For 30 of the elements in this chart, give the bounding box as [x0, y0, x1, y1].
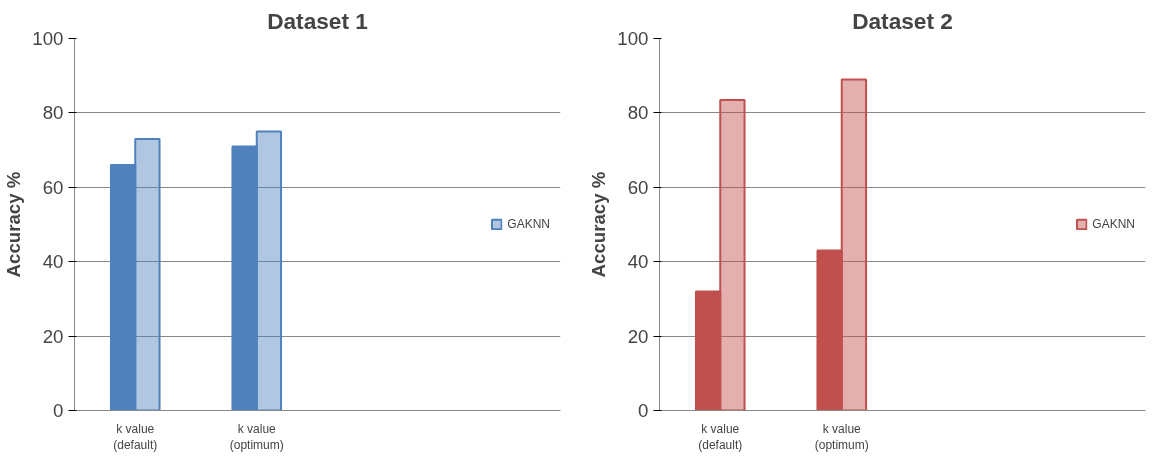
y-tick-label: 0 [638, 400, 649, 421]
bar [134, 137, 161, 411]
y-tick-label: 80 [42, 102, 64, 124]
bar [255, 130, 283, 411]
legend-label: GAKNN [507, 217, 550, 231]
legend-label: GAKNN [1092, 217, 1135, 231]
chart-title: Dataset 1 [267, 7, 368, 34]
y-tick-label: 100 [617, 28, 649, 49]
x-tick-label: k value (optimum) [229, 421, 284, 453]
y-axis-title: Accuracy % [3, 171, 25, 278]
bar [694, 290, 722, 411]
chart-title: Dataset 2 [852, 7, 953, 34]
bar [231, 145, 258, 411]
y-tick-label: 40 [627, 251, 649, 273]
y-tick-label: 20 [627, 325, 649, 347]
bar [840, 78, 868, 411]
x-tick-label: k value (default) [113, 421, 158, 453]
y-tick-label: 100 [32, 28, 64, 49]
y-tick-label: 0 [53, 400, 64, 421]
y-tick-label: 80 [627, 102, 649, 124]
x-tick-label: k value (default) [698, 421, 743, 453]
y-tick-label: 60 [42, 176, 64, 198]
y-axis-title: Accuracy % [588, 171, 610, 278]
x-tick-label: k value (optimum) [814, 421, 869, 453]
bar [109, 163, 137, 411]
bar [719, 98, 746, 411]
y-tick-label: 60 [627, 176, 649, 198]
y-tick-label: 20 [42, 325, 64, 347]
bar [816, 249, 843, 411]
y-tick-label: 40 [42, 251, 64, 273]
